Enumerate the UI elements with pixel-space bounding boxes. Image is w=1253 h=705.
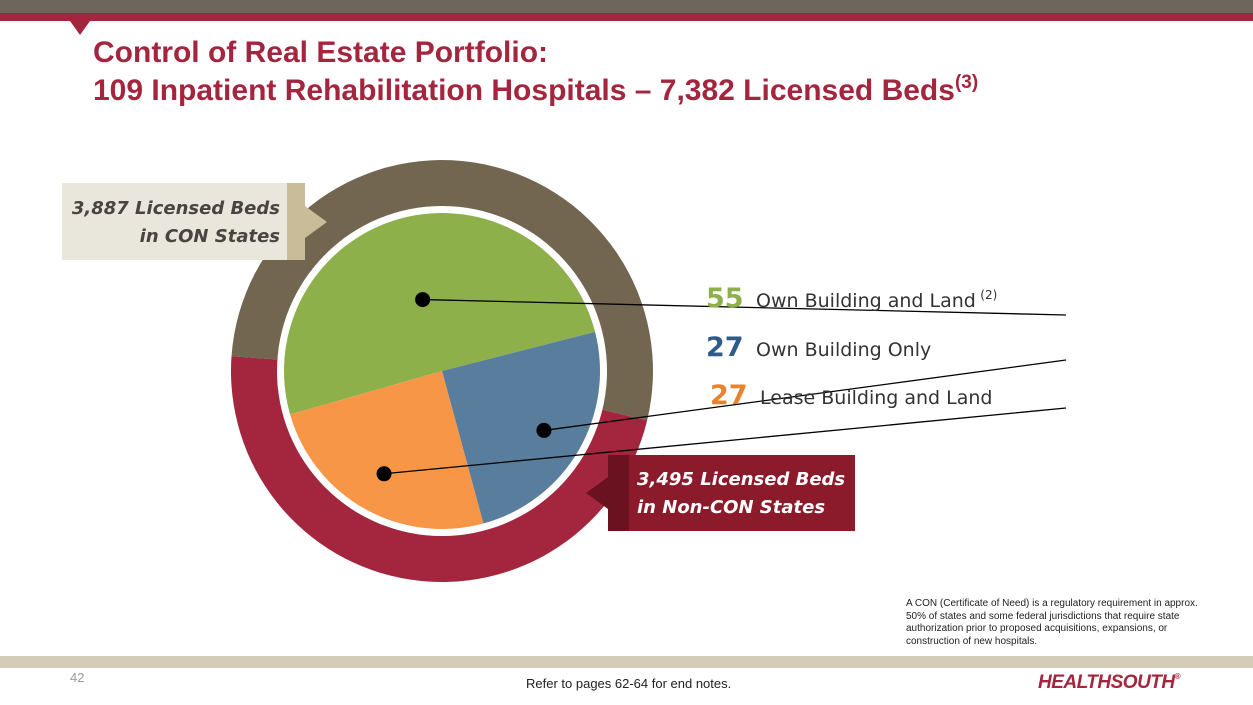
pie	[284, 213, 600, 529]
non-con-states-beds: 3,495 Licensed Beds	[637, 469, 846, 490]
con-states-label: 3,887 Licensed Beds in CON States	[62, 195, 280, 251]
non-con-states-callout-pointer	[586, 477, 608, 509]
pie-slice-own-building-and-land	[284, 213, 596, 415]
header-notch	[70, 21, 90, 35]
leader-line-own-building-and-land	[422, 298, 1067, 316]
title-footnote-ref: (3)	[954, 72, 979, 93]
title-line-2: 109 Inpatient Rehabilitation Hospitals –…	[93, 74, 955, 107]
slice-value-lease-building-land: 27	[710, 380, 748, 411]
header-accent-bar	[0, 13, 1253, 21]
healthsouth-logo: HEALTHSOUTH®	[1038, 672, 1181, 694]
non-con-states-label: 3,495 Licensed Beds in Non-CON States	[637, 466, 852, 522]
leader-lines	[376, 292, 1067, 482]
non-con-states-caption: in Non-CON States	[637, 497, 826, 518]
con-states-beds: 3,887 Licensed Beds	[71, 198, 280, 219]
slice-label-own-building-land: 55 Own Building and Land (2)	[706, 283, 997, 314]
slice-value-own-building-land: 55	[706, 283, 744, 314]
con-definition-note: A CON (Certificate of Need) is a regulat…	[906, 598, 1198, 647]
pie-slice-own-building-only	[442, 331, 600, 524]
page-number: 42	[70, 670, 85, 685]
leader-line-own-building-only	[543, 359, 1067, 432]
leader-line-lease-building-and-land	[383, 407, 1067, 475]
con-states-caption: in CON States	[139, 226, 280, 247]
slice-name-lease-building-land: Lease Building and Land	[760, 387, 992, 409]
non-con-states-callout	[629, 455, 855, 531]
logo-registered-mark: ®	[1174, 672, 1181, 681]
page-title: Control of Real Estate Portfolio: 109 In…	[93, 34, 978, 110]
slice-name-own-building-land: Own Building and Land	[756, 290, 976, 312]
con-states-callout-tab	[287, 183, 305, 260]
slice-name-own-building-only: Own Building Only	[756, 339, 931, 361]
logo-wordmark: HEALTHSOUTH	[1038, 672, 1175, 693]
non-con-states-callout-tab	[608, 455, 629, 531]
endnotes-reference: Refer to pages 62-64 for end notes.	[526, 676, 732, 691]
title-line-1: Control of Real Estate Portfolio:	[93, 36, 549, 69]
slice-label-own-building-only: 27 Own Building Only	[706, 332, 931, 363]
header-top-bar	[0, 0, 1253, 13]
con-states-callout-pointer	[305, 206, 327, 238]
slice-value-own-building-only: 27	[706, 332, 744, 363]
footer-bar	[0, 656, 1253, 668]
pie-slice-lease-building-and-land	[290, 371, 484, 529]
slice-footnote-ref: (2)	[980, 288, 997, 302]
slice-label-lease-building-land: 27 Lease Building and Land	[710, 380, 992, 411]
con-states-callout	[62, 183, 287, 260]
